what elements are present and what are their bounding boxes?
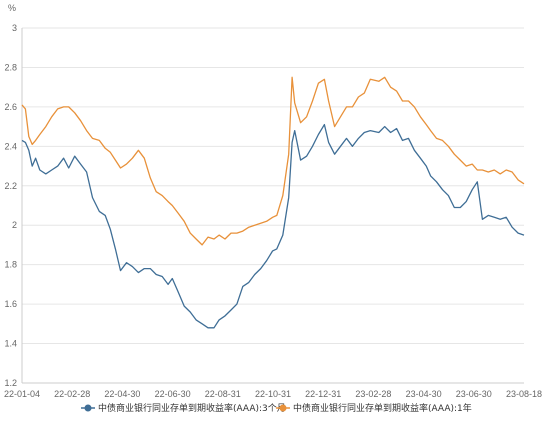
- y-tick-label: 1.6: [4, 299, 17, 309]
- x-tick-label: 22-12-31: [305, 389, 341, 399]
- y-tick-label: 1.4: [4, 339, 17, 349]
- y-tick-label: 2.8: [4, 62, 17, 72]
- x-tick-label: 22-10-31: [255, 389, 291, 399]
- x-tick-label: 22-02-28: [54, 389, 90, 399]
- x-tick-label: 23-04-30: [406, 389, 442, 399]
- y-tick-labels: 1.2 1.4 1.6 1.8 2 2.2 2.4 2.6 2.8 3: [4, 23, 17, 388]
- series-layer: [21, 76, 525, 329]
- legend-item-2[interactable]: 中债商业银行同业存单到期收益率(AAA):1年: [276, 402, 472, 414]
- series-line-1: [21, 123, 525, 329]
- x-tick-label: 22-04-30: [104, 389, 140, 399]
- legend[interactable]: 中债商业银行同业存单到期收益率(AAA):3个月 中债商业银行同业存单到期收益率(…: [81, 402, 472, 414]
- legend-item-1[interactable]: 中债商业银行同业存单到期收益率(AAA):3个月: [81, 402, 286, 414]
- x-tick-label: 23-06-30: [456, 389, 492, 399]
- legend-label: 中债商业银行同业存单到期收益率(AAA):3个月: [98, 402, 286, 414]
- x-tick-labels: 22-01-04 22-02-28 22-04-30 22-06-30 22-08-31…: [4, 389, 542, 399]
- y-axis-unit-label: %: [8, 3, 16, 13]
- y-tick-label: 1.2: [4, 378, 17, 388]
- y-tick-label: 2.2: [4, 181, 17, 191]
- x-tick-label: 22-01-04: [4, 389, 40, 399]
- x-tick-label: 22-06-30: [155, 389, 191, 399]
- y-tick-label: 1.8: [4, 260, 17, 270]
- grid-layer: [21, 27, 524, 384]
- x-tick-label: 23-02-28: [355, 389, 391, 399]
- x-tick-label: 23-08-18: [506, 389, 542, 399]
- y-tick-label: 2.4: [4, 141, 17, 151]
- y-tick-label: 2: [12, 220, 17, 230]
- legend-swatch-marker: [279, 404, 287, 412]
- legend-label: 中债商业银行同业存单到期收益率(AAA):1年: [293, 402, 472, 414]
- legend-swatch-marker: [84, 404, 92, 412]
- x-tick-label: 22-08-31: [205, 389, 241, 399]
- series-line-2: [21, 76, 525, 246]
- y-tick-label: 3: [12, 23, 17, 33]
- y-tick-label: 2.6: [4, 102, 17, 112]
